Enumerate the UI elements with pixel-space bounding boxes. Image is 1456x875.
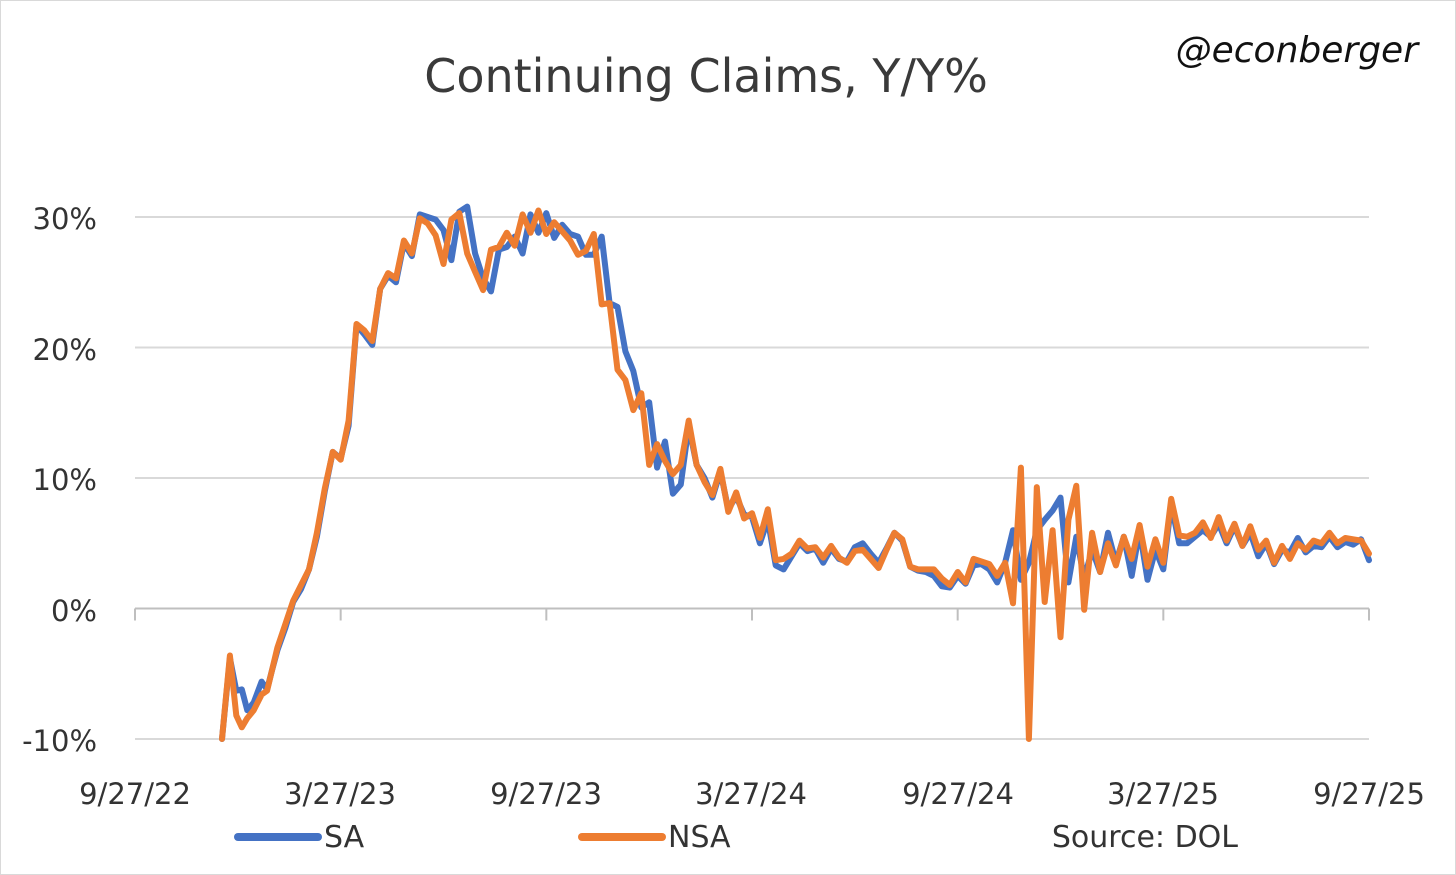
x-tick-label: 3/27/23 (284, 777, 396, 811)
chart-title: Continuing Claims, Y/Y% (424, 49, 988, 103)
series-line-sa (219, 203, 1372, 742)
x-tick-label: 3/27/25 (1107, 777, 1219, 811)
y-tick-label: 0% (51, 594, 97, 628)
legend-sa-label: SA (324, 820, 365, 855)
y-axis-tick-labels: 30% 20% 10% 0% -10% (22, 202, 97, 758)
legend-nsa-label: NSA (668, 820, 731, 855)
legend: SA NSA Source: DOL (234, 820, 1238, 855)
x-tick-label: 3/27/24 (695, 777, 807, 811)
series-line-nsa (219, 207, 1372, 742)
y-tick-label: 30% (33, 202, 97, 236)
y-tick-label: -10% (22, 724, 97, 758)
series-lines (219, 203, 1372, 742)
gridlines (134, 216, 1370, 740)
x-tick-label: 9/27/25 (1313, 777, 1425, 811)
author-handle: @econberger (1176, 30, 1421, 71)
y-tick-label: 10% (33, 463, 97, 497)
x-tick-label: 9/27/22 (79, 777, 191, 811)
source-note: Source: DOL (1052, 820, 1238, 855)
x-tick-label: 9/27/23 (490, 777, 602, 811)
y-tick-label: 20% (33, 333, 97, 367)
x-axis-tick-labels: 9/27/22 3/27/23 9/27/23 3/27/24 9/27/24 … (79, 777, 1425, 811)
x-tick-label: 9/27/24 (902, 777, 1014, 811)
